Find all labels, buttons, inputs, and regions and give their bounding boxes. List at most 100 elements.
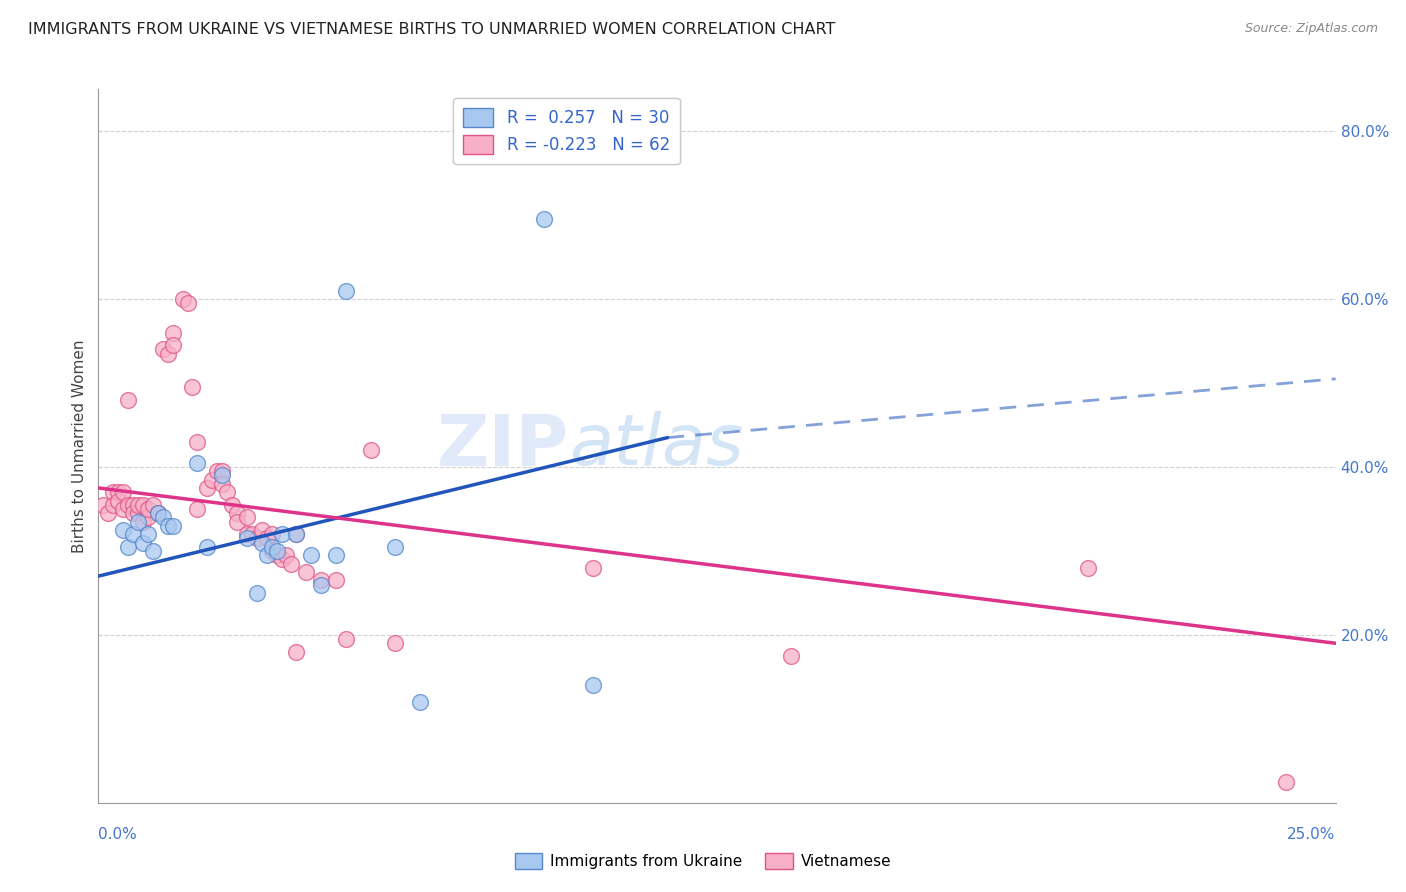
Point [172,292,194,306]
Point [270,527,292,541]
Point [162,518,184,533]
Point [780,648,803,663]
Point [186,456,208,470]
Point [335,632,357,646]
Y-axis label: Births to Unmarried Women: Births to Unmarried Women [72,339,87,553]
Point [246,586,269,600]
Point [260,527,283,541]
Point [132,498,155,512]
Point [117,498,139,512]
Point [107,485,129,500]
Point [152,510,174,524]
Point [142,544,165,558]
Point [1275,774,1298,789]
Point [127,506,149,520]
Point [195,540,218,554]
Point [176,296,198,310]
Point [122,506,145,520]
Point [260,544,283,558]
Point [285,527,308,541]
Point [335,284,357,298]
Point [299,548,322,562]
Point [136,527,159,541]
Point [409,695,432,709]
Point [1077,560,1099,574]
Point [250,535,273,549]
Point [217,485,239,500]
Point [93,498,115,512]
Point [280,557,302,571]
Point [211,476,233,491]
Text: IMMIGRANTS FROM UKRAINE VS VIETNAMESE BIRTHS TO UNMARRIED WOMEN CORRELATION CHAR: IMMIGRANTS FROM UKRAINE VS VIETNAMESE BI… [28,22,835,37]
Point [266,544,288,558]
Point [181,380,204,394]
Point [112,523,135,537]
Point [256,532,278,546]
Point [122,498,145,512]
Point [211,468,233,483]
Point [201,473,224,487]
Point [533,212,555,227]
Point [360,443,382,458]
Point [103,498,125,512]
Point [122,527,145,541]
Legend: R =  0.257   N = 30, R = -0.223   N = 62: R = 0.257 N = 30, R = -0.223 N = 62 [453,97,679,164]
Point [221,498,243,512]
Point [97,506,120,520]
Point [325,574,347,588]
Point [226,506,249,520]
Point [270,552,292,566]
Point [117,540,139,554]
Point [132,515,155,529]
Point [276,548,298,562]
Point [186,502,208,516]
Point [309,577,332,591]
Legend: Immigrants from Ukraine, Vietnamese: Immigrants from Ukraine, Vietnamese [509,847,897,875]
Point [246,532,269,546]
Point [384,540,406,554]
Point [162,338,184,352]
Text: atlas: atlas [568,411,744,481]
Point [236,527,259,541]
Point [295,565,318,579]
Point [107,493,129,508]
Point [112,485,135,500]
Point [146,506,169,520]
Text: 25.0%: 25.0% [1288,827,1336,841]
Point [162,326,184,340]
Point [142,498,165,512]
Point [236,532,259,546]
Point [211,464,233,478]
Point [256,548,278,562]
Point [285,645,308,659]
Point [205,464,228,478]
Point [112,502,135,516]
Point [127,515,149,529]
Point [285,527,308,541]
Text: Source: ZipAtlas.com: Source: ZipAtlas.com [1244,22,1378,36]
Point [260,540,283,554]
Point [195,481,218,495]
Point [186,434,208,449]
Point [132,535,155,549]
Point [325,548,347,562]
Point [152,343,174,357]
Text: ZIP: ZIP [436,411,568,481]
Point [582,678,605,692]
Point [156,518,179,533]
Point [156,346,179,360]
Point [127,498,149,512]
Point [250,523,273,537]
Point [136,502,159,516]
Point [582,560,605,574]
Point [136,510,159,524]
Point [236,510,259,524]
Point [266,548,288,562]
Point [240,527,263,541]
Point [226,515,249,529]
Point [146,506,169,520]
Point [103,485,125,500]
Point [117,392,139,407]
Point [384,636,406,650]
Point [309,574,332,588]
